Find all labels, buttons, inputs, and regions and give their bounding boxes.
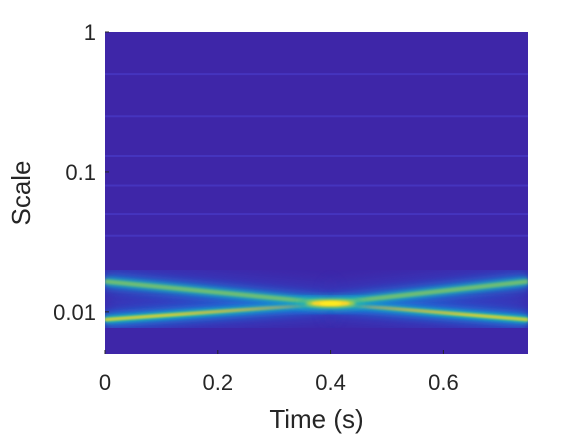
- y-tick-label: 1: [84, 20, 96, 45]
- scale-band: [105, 115, 528, 118]
- heatmap-layer: [105, 265, 528, 333]
- x-axis-label: Time (s): [269, 404, 363, 434]
- y-axis-label: Scale: [6, 160, 36, 225]
- ridge-line: [105, 279, 331, 306]
- scale-band: [105, 184, 528, 187]
- scale-band: [105, 154, 528, 157]
- y-tick-label: 0.1: [65, 160, 96, 185]
- scale-band: [105, 234, 528, 237]
- peak-marker: [319, 301, 342, 305]
- scale-band: [105, 73, 528, 76]
- x-tick-label: 0.4: [315, 370, 346, 395]
- x-tick-label: 0.2: [203, 370, 234, 395]
- y-tick-label: 0.01: [53, 300, 96, 325]
- x-axis-ticks: 0 0.2 0.4 0.6: [99, 350, 459, 395]
- ridge-line: [330, 279, 528, 306]
- scale-band: [105, 213, 528, 216]
- x-tick-label: 0: [99, 370, 111, 395]
- x-tick-label: 0.6: [428, 370, 459, 395]
- faint-scale-bands: [105, 73, 528, 237]
- y-axis-ticks: 1 0.1 0.01: [53, 20, 109, 325]
